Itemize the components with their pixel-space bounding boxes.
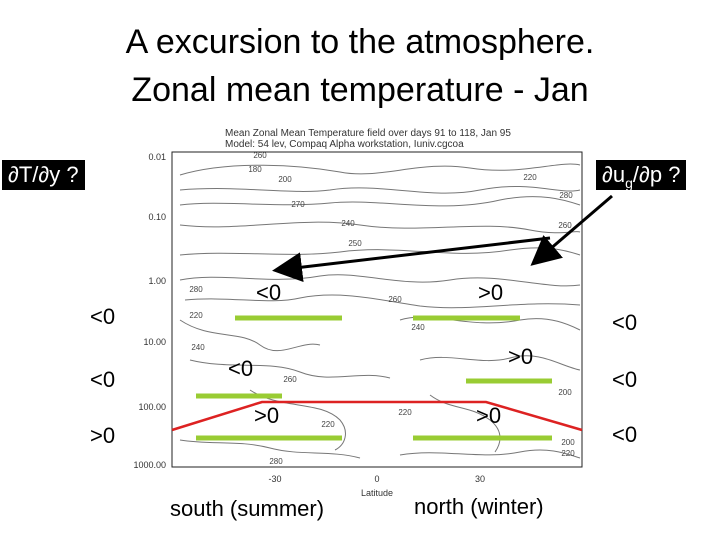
slide-title-line2: Zonal mean temperature - Jan (131, 71, 589, 109)
north-label: north (winter) (414, 494, 544, 519)
x-tick-label: -30 (268, 474, 281, 484)
contour-label: 260 (253, 151, 267, 160)
y-tick-label: 1.00 (148, 276, 166, 286)
tropopause-line (171, 400, 583, 432)
contour-label: 180 (248, 165, 262, 174)
dT-dy-label: ∂T/∂y ? (2, 160, 85, 190)
contour-label: 240 (411, 323, 425, 332)
south-label: south (summer) (170, 496, 325, 521)
y-tick-label: 0.10 (148, 212, 166, 222)
x-axis-label: Latitude (361, 488, 393, 498)
inner-sign-mid-right: >0 (508, 344, 534, 369)
contour-label: 260 (283, 375, 297, 384)
x-tick-label: 30 (475, 474, 485, 484)
left-sign-3: >0 (90, 423, 116, 448)
contour-label: 200 (558, 388, 572, 397)
y-tick-label: 100.00 (138, 402, 166, 412)
contour-label: 200 (561, 438, 575, 447)
inner-sign-top-right: >0 (478, 280, 504, 305)
inner-sign-low-left: >0 (254, 403, 280, 428)
contour-label: 280 (189, 285, 203, 294)
contour-label: 260 (558, 221, 572, 230)
inner-sign-low-right: >0 (476, 403, 502, 428)
dug-dp-label: ∂ug/∂p ? (596, 160, 687, 191)
contour-lines (179, 163, 581, 459)
contour-label: 220 (321, 420, 335, 429)
figure-header-line2: Model: 54 lev, Compaq Alpha workstation,… (225, 139, 464, 150)
contour-label: 280 (559, 191, 573, 200)
arrow-to-jet (530, 194, 613, 266)
contour-label: 240 (341, 219, 355, 228)
inner-sign-top-left: <0 (256, 280, 282, 305)
arrow-to-left-marker (272, 236, 551, 283)
y-tick-label: 1000.00 (133, 460, 166, 470)
contour-label: 220 (189, 311, 203, 320)
right-sign-1: <0 (612, 310, 638, 335)
y-tick-label: 10.00 (143, 337, 166, 347)
x-tick-label: 0 (374, 474, 379, 484)
green-markers (196, 315, 552, 441)
plot-frame (171, 151, 583, 468)
contour-label: 250 (348, 239, 362, 248)
contour-label: 240 (191, 343, 205, 352)
slide-title-line1: A excursion to the atmosphere. (125, 23, 595, 61)
contour-label: 270 (291, 200, 305, 209)
right-sign-3: <0 (612, 422, 638, 447)
contour-label: 220 (561, 449, 575, 458)
inner-sign-mid-left: <0 (228, 356, 254, 381)
left-sign-2: <0 (90, 367, 116, 392)
y-tick-label: 0.01 (148, 152, 166, 162)
contour-label: 220 (398, 408, 412, 417)
contour-label: 220 (523, 173, 537, 182)
contour-label: 200 (278, 175, 292, 184)
contour-label: 280 (269, 457, 283, 466)
right-sign-2: <0 (612, 367, 638, 392)
contour-label: 260 (388, 295, 402, 304)
figure-header-line1: Mean Zonal Mean Temperature field over d… (225, 128, 511, 139)
left-sign-1: <0 (90, 304, 116, 329)
